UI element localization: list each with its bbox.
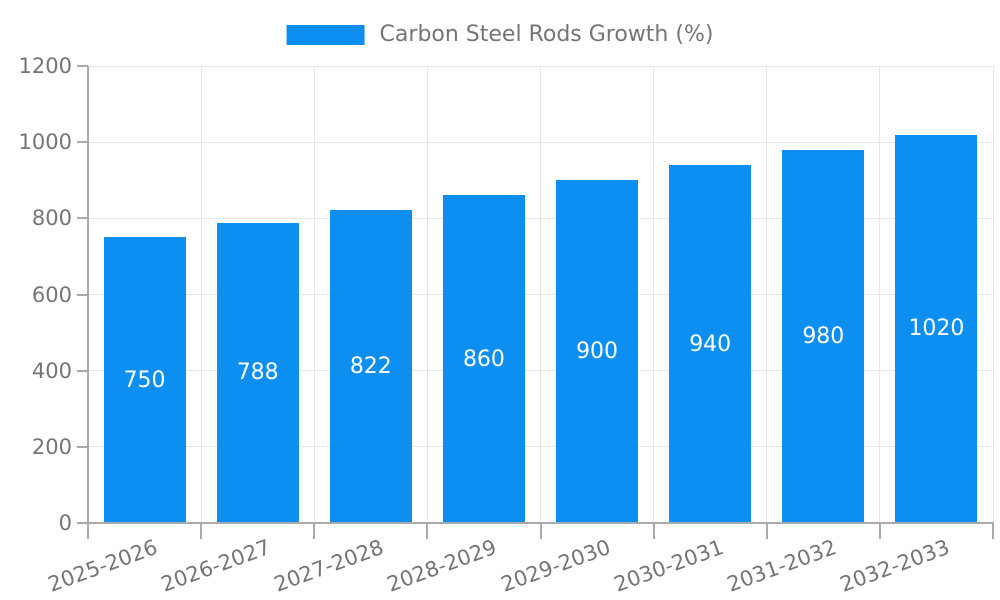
legend-swatch[interactable] bbox=[286, 24, 365, 45]
x-gridline bbox=[879, 66, 881, 523]
bar-value-label: 1020 bbox=[908, 316, 965, 342]
y-axis-tick bbox=[77, 369, 88, 372]
x-axis-tick bbox=[652, 523, 655, 539]
x-axis-tick bbox=[539, 523, 542, 539]
bar-value-label: 860 bbox=[462, 346, 505, 372]
x-tick-label: 2030-2031 bbox=[610, 535, 727, 597]
legend-label: Carbon Steel Rods Growth (%) bbox=[379, 22, 714, 47]
y-axis-tick bbox=[77, 293, 88, 296]
x-axis-tick bbox=[87, 523, 89, 539]
x-gridline bbox=[992, 66, 994, 523]
y-axis-tick bbox=[77, 217, 88, 220]
x-tick-label: 2025-2026 bbox=[44, 535, 161, 597]
bar-value-label: 940 bbox=[689, 331, 732, 357]
y-tick-label: 600 bbox=[31, 282, 72, 307]
x-tick-label: 2026-2027 bbox=[158, 535, 274, 597]
bar[interactable]: 788 bbox=[216, 222, 299, 523]
x-tick-label: 2031-2032 bbox=[723, 535, 840, 597]
legend[interactable]: Carbon Steel Rods Growth (%) bbox=[286, 22, 714, 47]
bar[interactable]: 980 bbox=[782, 149, 865, 523]
y-tick-label: 200 bbox=[31, 434, 72, 459]
x-gridline bbox=[766, 66, 768, 523]
x-tick-label: 2029-2030 bbox=[497, 535, 614, 597]
x-gridline bbox=[313, 66, 315, 523]
x-gridline bbox=[200, 66, 202, 523]
bar-value-label: 750 bbox=[123, 367, 166, 393]
bar[interactable]: 822 bbox=[329, 209, 412, 523]
y-tick-label: 800 bbox=[31, 206, 72, 231]
y-axis-tick bbox=[77, 445, 88, 448]
x-tick-label: 2032-2033 bbox=[836, 535, 953, 597]
bar[interactable]: 940 bbox=[669, 165, 752, 523]
bar[interactable]: 1020 bbox=[895, 134, 978, 523]
bar[interactable]: 900 bbox=[556, 180, 639, 523]
bar-value-label: 980 bbox=[802, 323, 845, 349]
x-axis-tick bbox=[878, 523, 881, 539]
x-tick-label: 2028-2029 bbox=[384, 535, 501, 597]
bar-value-label: 900 bbox=[576, 339, 619, 365]
y-axis-tick bbox=[77, 141, 88, 144]
x-gridline bbox=[540, 66, 541, 523]
x-axis-tick bbox=[200, 523, 203, 539]
bar[interactable]: 860 bbox=[442, 195, 525, 523]
bar[interactable]: 750 bbox=[103, 237, 186, 523]
x-tick-label: 2027-2028 bbox=[271, 535, 388, 597]
y-tick-label: 1000 bbox=[18, 130, 72, 155]
x-gridline bbox=[426, 66, 428, 523]
y-tick-label: 1200 bbox=[18, 54, 72, 78]
y-axis-line bbox=[87, 66, 89, 523]
y-tick-label: 0 bbox=[58, 511, 72, 535]
x-axis-tick bbox=[313, 523, 316, 539]
bar-value-label: 822 bbox=[349, 353, 392, 379]
x-gridline bbox=[653, 66, 655, 523]
x-axis-tick bbox=[992, 523, 994, 539]
x-axis-tick bbox=[426, 523, 429, 539]
x-axis-tick bbox=[765, 523, 768, 539]
bar-value-label: 788 bbox=[236, 360, 279, 386]
x-axis-line bbox=[87, 522, 994, 524]
y-axis-tick bbox=[77, 65, 88, 67]
y-axis-tick bbox=[77, 522, 88, 524]
y-tick-label: 400 bbox=[31, 358, 72, 383]
